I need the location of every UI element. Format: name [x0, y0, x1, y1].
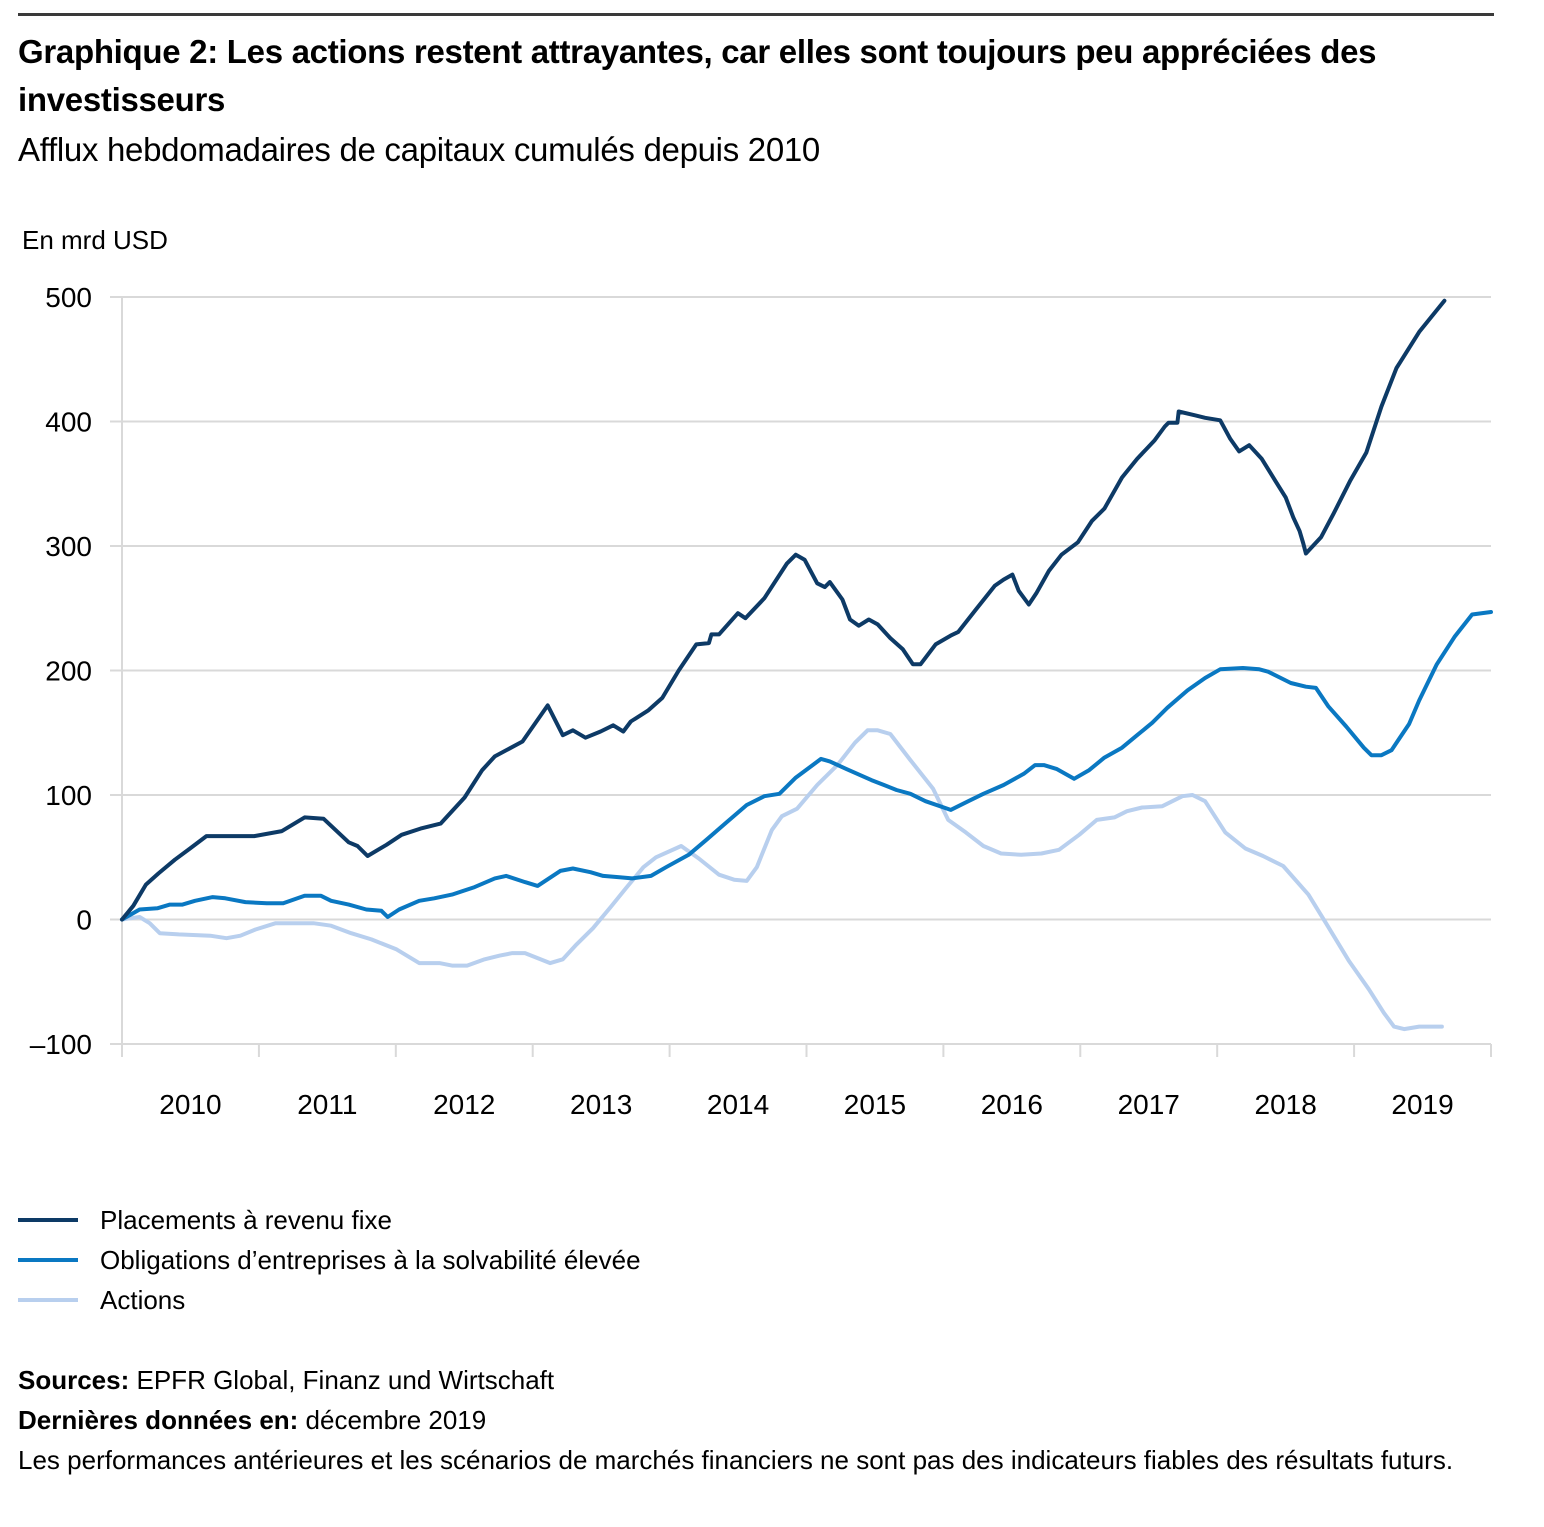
legend: Placements à revenu fixe Obligations d’e… [18, 1200, 641, 1320]
series-line-equities [120, 728, 1444, 1032]
legend-label: Placements à revenu fixe [100, 1204, 392, 1235]
top-rule [18, 13, 1494, 16]
legend-item-corporate-bonds: Obligations d’entreprises à la solvabili… [18, 1240, 641, 1280]
sources-value: EPFR Global, Finanz und Wirtschaft [136, 1365, 555, 1395]
x-tick-label: 2013 [570, 1089, 632, 1120]
series-line-fixed-income [120, 298, 1447, 922]
y-tick-label: 500 [45, 282, 92, 313]
footer: Sources: EPFR Global, Finanz und Wirtsch… [18, 1360, 1518, 1480]
legend-item-equities: Actions [18, 1280, 641, 1320]
latest-data-line: Dernières données en: décembre 2019 [18, 1400, 1518, 1440]
x-tick-label: 2019 [1391, 1089, 1453, 1120]
y-tick-label: 400 [45, 407, 92, 438]
x-axis: 2010 2011 2012 2013 2014 2015 2016 2017 2018 2019 [121, 1044, 1492, 1120]
y-axis-unit-label: En mrd USD [22, 225, 168, 255]
chart-subtitle: Afflux hebdomadaires de capitaux cumulés… [18, 131, 820, 168]
legend-swatch-equities [18, 1298, 78, 1302]
legend-swatch-fixed-income [18, 1218, 78, 1222]
gridlines [110, 296, 1491, 1045]
y-axis: –100 0 100 200 300 400 500 [30, 282, 123, 1060]
x-tick-label: 2015 [844, 1089, 906, 1120]
x-tick-label: 2012 [433, 1089, 495, 1120]
legend-label: Actions [100, 1284, 186, 1315]
sources-label: Sources: [18, 1365, 130, 1395]
chart-title: Graphique 2: Les actions restent attraya… [18, 33, 1377, 118]
x-tick-label: 2014 [707, 1089, 769, 1120]
x-tick-label: 2016 [981, 1089, 1043, 1120]
latest-data-label: Dernières données en: [18, 1405, 299, 1435]
y-tick-label: 0 [76, 905, 92, 936]
disclaimer: Les performances antérieures et les scén… [18, 1445, 1454, 1475]
sources-line: Sources: EPFR Global, Finanz und Wirtsch… [18, 1360, 1518, 1400]
x-tick-label: 2010 [159, 1089, 221, 1120]
series-line-corporate-bonds [120, 610, 1493, 922]
legend-swatch-corporate-bonds [18, 1258, 78, 1262]
latest-data-value: décembre 2019 [305, 1405, 487, 1435]
y-tick-label: –100 [30, 1029, 92, 1060]
series-lines [120, 298, 1493, 1032]
y-tick-label: 200 [45, 656, 92, 687]
x-tick-label: 2011 [297, 1089, 357, 1120]
legend-label: Obligations d’entreprises à la solvabili… [100, 1244, 641, 1275]
y-tick-label: 100 [45, 780, 92, 811]
legend-item-fixed-income: Placements à revenu fixe [18, 1200, 641, 1240]
x-tick-label: 2018 [1255, 1089, 1317, 1120]
y-tick-label: 300 [45, 531, 92, 562]
x-tick-label: 2017 [1118, 1089, 1180, 1120]
